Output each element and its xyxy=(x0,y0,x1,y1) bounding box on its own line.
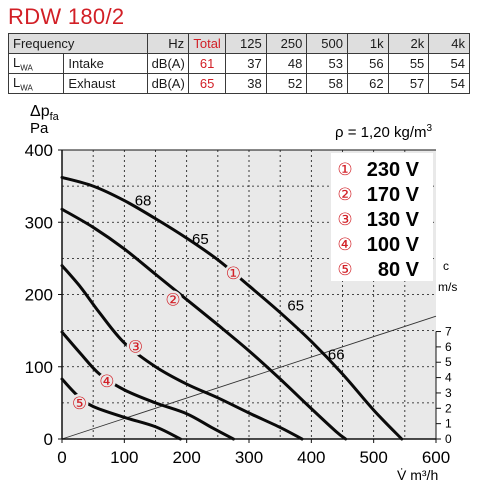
y-tick-label: 0 xyxy=(44,430,53,449)
x-tick-label: 600 xyxy=(422,448,450,467)
velocity-tick-label: 1 xyxy=(445,417,452,431)
row-name: Intake xyxy=(63,53,148,74)
row-value: 56 xyxy=(347,53,389,74)
legend-label: 130 V xyxy=(367,209,420,231)
legend-label: 100 V xyxy=(367,234,420,256)
velocity-tick-label: 3 xyxy=(445,386,452,400)
y-axis-label: Δpfa xyxy=(30,103,60,123)
row-total: 65 xyxy=(188,73,227,94)
curve-marker-bg xyxy=(163,290,182,309)
y-tick-label: 300 xyxy=(25,213,53,232)
velocity-tick-label: 7 xyxy=(445,325,452,339)
row-value: 58 xyxy=(306,73,348,94)
level-annotation: 65 xyxy=(287,297,304,314)
velocity-axis-label: c xyxy=(443,259,449,273)
density-label: ρ = 1,20 kg/m3 xyxy=(335,123,433,141)
velocity-tick-label: 2 xyxy=(445,401,452,415)
row-name: Exhaust xyxy=(63,73,148,94)
y-axis-unit: Pa xyxy=(30,120,49,137)
y-tick-label: 400 xyxy=(25,141,53,160)
table-row: LWA Intake dB(A) 61 37 48 53 56 55 54 xyxy=(7,53,470,74)
curve-line xyxy=(60,377,182,441)
curve-marker: ③ xyxy=(128,338,143,357)
legend-marker: ⑤ xyxy=(337,260,352,279)
curve-marker: ④ xyxy=(99,372,114,391)
row-value: 54 xyxy=(428,53,470,74)
x-tick-label: 100 xyxy=(110,448,138,467)
header-1k: 1k xyxy=(347,33,389,54)
row-value: 52 xyxy=(265,73,308,94)
table-header-row: Frequency Hz Total 125 250 500 1k 2k 4k xyxy=(8,33,470,54)
header-500: 500 xyxy=(306,33,348,54)
legend-marker: ① xyxy=(337,160,352,179)
grid xyxy=(62,150,436,439)
header-2k: 2k xyxy=(387,33,430,54)
curve-line xyxy=(60,330,235,441)
annotations: 68 65 65 66 xyxy=(135,193,345,364)
curve-line xyxy=(60,264,304,441)
axis-labels: Δpfa Pa ρ = 1,20 kg/m3 V̇ m³/h c m/s xyxy=(30,103,457,483)
row-label: LWA xyxy=(7,73,65,94)
velocity-tick-label: 4 xyxy=(445,371,452,385)
level-annotation: 66 xyxy=(328,347,345,364)
x-tick-label: 400 xyxy=(297,448,325,467)
header-hz: Hz xyxy=(146,33,190,54)
row-value: 37 xyxy=(225,53,267,74)
x-tick-label: 200 xyxy=(172,448,200,467)
row-value: 54 xyxy=(428,73,470,94)
x-tick-label: 500 xyxy=(359,448,387,467)
row-unit: dB(A) xyxy=(146,73,190,94)
row-value: 38 xyxy=(225,73,267,94)
chart-title: RDW 180/2 xyxy=(8,4,125,29)
x-tick-label: 0 xyxy=(57,448,66,467)
legend-label: 80 V xyxy=(378,259,420,281)
velocity-tick-label: 5 xyxy=(445,355,452,369)
curve-marker-bg xyxy=(70,393,89,412)
noise-table: Frequency Hz Total 125 250 500 1k 2k 4k … xyxy=(7,33,470,94)
x-axis-label: V̇ m³/h xyxy=(397,467,438,483)
legend-label: 230 V xyxy=(367,159,420,181)
curve-marker-bg xyxy=(97,372,116,391)
y-tick-label: 100 xyxy=(25,358,53,377)
velocity-axis-unit: m/s xyxy=(438,280,457,294)
level-annotation: 68 xyxy=(135,193,152,210)
curve-marker: ⑤ xyxy=(72,394,87,413)
velocity-tick-label: 6 xyxy=(445,340,452,354)
level-annotation: 65 xyxy=(192,231,209,248)
row-unit: dB(A) xyxy=(146,53,190,74)
legend-marker: ④ xyxy=(337,235,352,254)
table-row: LWA Exhaust dB(A) 65 38 52 58 62 57 54 xyxy=(7,73,470,94)
legend-box xyxy=(331,153,433,281)
row-value: 55 xyxy=(387,53,430,74)
curve-line xyxy=(60,207,348,441)
legend-marker: ② xyxy=(337,185,352,204)
curve-marker-bg xyxy=(126,337,145,356)
curve-marker: ① xyxy=(226,264,241,283)
y-tick-label: 200 xyxy=(25,286,53,305)
row-label: LWA xyxy=(7,53,65,74)
curve-marker: ② xyxy=(165,291,180,310)
curve-marker-bg xyxy=(224,263,243,282)
x-tick-label: 300 xyxy=(235,448,263,467)
velocity-tick-label: 0 xyxy=(445,432,452,446)
legend: ① 230 V ② 170 V ③ 130 V ④ 100 V ⑤ 80 V xyxy=(331,153,433,281)
legend-label: 170 V xyxy=(367,184,420,206)
legend-marker: ③ xyxy=(337,210,352,229)
